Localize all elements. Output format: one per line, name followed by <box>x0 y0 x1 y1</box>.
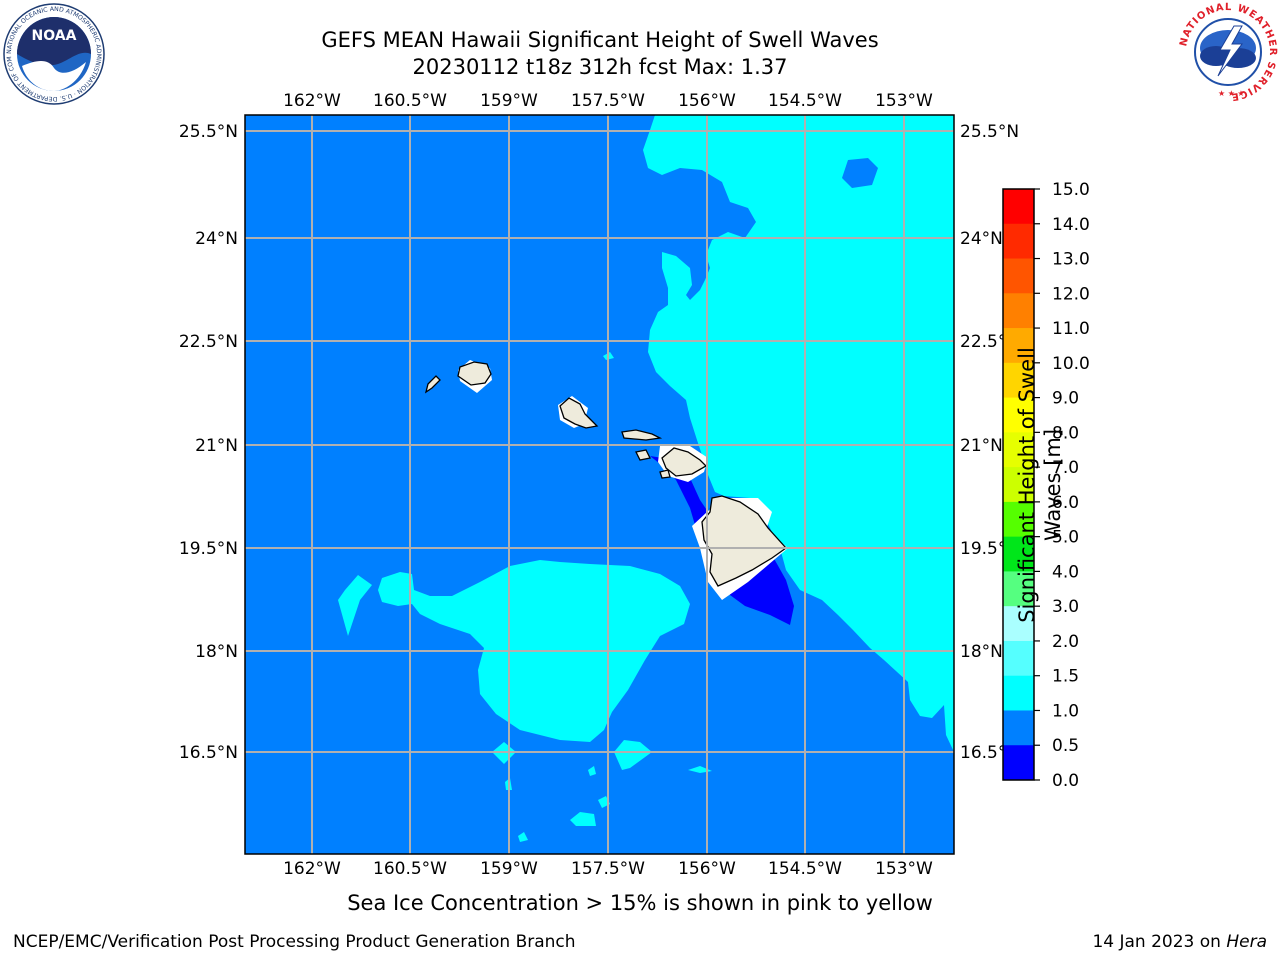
swell-blob-4 <box>570 812 596 826</box>
lon-tick-bottom: 156°W <box>678 859 736 879</box>
sea-ice-caption: Sea Ice Concentration > 15% is shown in … <box>0 891 1280 915</box>
lon-tick-top: 159°W <box>480 91 538 111</box>
colorbar-tick-label: 1.0 <box>1052 701 1079 721</box>
colorbar-band <box>1003 362 1034 399</box>
lat-tick-right: 21°N <box>960 436 1003 456</box>
colorbar-tick-label: 1.5 <box>1052 667 1079 687</box>
colorbar-band <box>1003 571 1034 607</box>
colorbar-tick-label: 15.0 <box>1052 180 1090 200</box>
colorbar-tick-label: 14.0 <box>1052 215 1090 235</box>
lon-tick-top: 162°W <box>283 91 341 111</box>
lon-tick-top: 157.5°W <box>571 91 645 111</box>
colorbar-tick-label: 7.0 <box>1052 458 1079 478</box>
map-frame <box>244 114 955 855</box>
footer-date-text: 14 Jan 2023 on <box>1092 932 1227 952</box>
colorbar-tick-label: 12.0 <box>1052 284 1090 304</box>
colorbar-tick-label: 5.0 <box>1052 528 1079 548</box>
island-kahoolawe <box>659 469 671 479</box>
colorbar-tick-label: 13.0 <box>1052 250 1090 270</box>
colorbar-band <box>1003 606 1034 642</box>
colorbar-tick-label: 6.0 <box>1052 493 1079 513</box>
island-kauai <box>457 361 492 386</box>
sea-ice-caption-text: Sea Ice Concentration > 15% is shown in … <box>347 891 933 915</box>
colorbar-label: Significant Height of Swell Waves [m] <box>1014 347 1066 623</box>
lon-tick-top: 153°W <box>875 91 933 111</box>
lat-tick-left: 24°N <box>195 229 238 249</box>
colorbar-tick-label: 9.0 <box>1052 389 1079 409</box>
lon-tick-top: 156°W <box>678 91 736 111</box>
colorbar-label-line2: Waves [m] <box>1041 428 1065 542</box>
lon-ticks-bottom: 162°W 160.5°W 159°W 157.5°W 156°W 154.5°W 153°… <box>283 859 933 879</box>
swell-blob-6 <box>588 766 596 776</box>
colorbar-band <box>1003 536 1034 572</box>
lat-tick-left: 16.5°N <box>179 743 238 763</box>
island-niihau <box>424 375 441 394</box>
colorbar-label-line1: Significant Height of Swell <box>1015 347 1039 623</box>
map-title: GEFS MEAN Hawaii Significant Height of S… <box>321 28 879 52</box>
colorbar-tick-label: 0.0 <box>1052 771 1079 791</box>
lat-tick-left: 18°N <box>195 642 238 662</box>
graticule <box>245 115 954 854</box>
colorbar-band <box>1003 223 1034 260</box>
colorbar-band <box>1003 501 1034 538</box>
colorbar-band <box>1003 640 1034 677</box>
colorbar-tick-label: 0.5 <box>1052 736 1079 756</box>
footer-branch: NCEP/EMC/Verification Post Processing Pr… <box>13 932 576 952</box>
colorbar-tick-label: 3.0 <box>1052 597 1079 617</box>
lon-tick-top: 160.5°W <box>373 91 447 111</box>
swell-blob-2 <box>614 740 652 770</box>
svg-text:★ ★ ★: ★ ★ ★ <box>1218 89 1245 98</box>
lon-ticks-top: 162°W 160.5°W 159°W 157.5°W 156°W 154.5°W 153°… <box>283 91 933 111</box>
lon-tick-bottom: 157.5°W <box>571 859 645 879</box>
swell-region-east-tail <box>884 115 905 120</box>
colorbar-band <box>1003 397 1034 433</box>
colorbar-band <box>1003 328 1034 364</box>
colorbar-tick-label: 11.0 <box>1052 319 1090 339</box>
colorbar-band <box>1003 675 1034 711</box>
colorbar-band <box>1003 432 1034 468</box>
lat-tick-right: 25.5°N <box>960 122 1019 142</box>
swell-region-east <box>643 115 954 752</box>
island-molokai <box>621 429 663 441</box>
lon-tick-bottom: 162°W <box>283 859 341 879</box>
lat-tick-left: 22.5°N <box>179 332 238 352</box>
lon-tick-bottom: 159°W <box>480 859 538 879</box>
noaa-logo: NATIONAL OCEANIC AND ATMOSPHERIC ADMINIS… <box>2 2 105 105</box>
colorbar-tick-label: 10.0 <box>1052 354 1090 374</box>
lat-tick-left: 19.5°N <box>179 539 238 559</box>
colorbar-band <box>1003 710 1034 746</box>
colorbar-tick-label: 4.0 <box>1052 562 1079 582</box>
lat-tick-right: 24°N <box>960 229 1003 249</box>
colorbar-frame <box>1002 188 1035 781</box>
map-area <box>245 115 954 854</box>
lat-tick-right: 18°N <box>960 642 1003 662</box>
footer-host: Hera <box>1226 932 1267 952</box>
swell-blob-7 <box>518 832 528 842</box>
lon-tick-bottom: 154.5°W <box>768 859 842 879</box>
lon-tick-bottom: 160.5°W <box>373 859 447 879</box>
lon-tick-top: 154.5°W <box>768 91 842 111</box>
island-hawaii <box>701 495 787 587</box>
map-subtitle: 20230112 t18z 312h fcst Max: 1.37 <box>412 55 788 79</box>
colorbar-band <box>1003 189 1034 225</box>
colorbar-band <box>1003 467 1034 503</box>
lon-tick-bottom: 153°W <box>875 859 933 879</box>
colorbar-tick-label: 2.0 <box>1052 632 1079 652</box>
lat-tick-left: 25.5°N <box>179 122 238 142</box>
noaa-logo-text: NOAA <box>32 28 77 44</box>
colorbar-band <box>1003 258 1034 294</box>
colorbar: 15.0 14.0 13.0 12.0 11.0 10.0 9.0 8.0 7.0 6.0 5.0 4… <box>1002 180 1090 791</box>
colorbar-band <box>1003 745 1034 781</box>
colorbar-band <box>1003 293 1034 329</box>
lat-ticks-left: 25.5°N 24°N 22.5°N 21°N 19.5°N 18°N 16.5°N <box>179 122 238 763</box>
footer-date: 14 Jan 2023 on Hera <box>1092 932 1267 952</box>
lat-tick-left: 21°N <box>195 436 238 456</box>
colorbar-tick-label: 8.0 <box>1052 423 1079 443</box>
ocean-blob-northeast <box>842 158 878 188</box>
island-lanai <box>635 449 651 461</box>
island-oahu <box>559 397 599 429</box>
nws-logo: NATIONAL WEATHER SERVICE ★ ★ ★ <box>1178 2 1278 102</box>
